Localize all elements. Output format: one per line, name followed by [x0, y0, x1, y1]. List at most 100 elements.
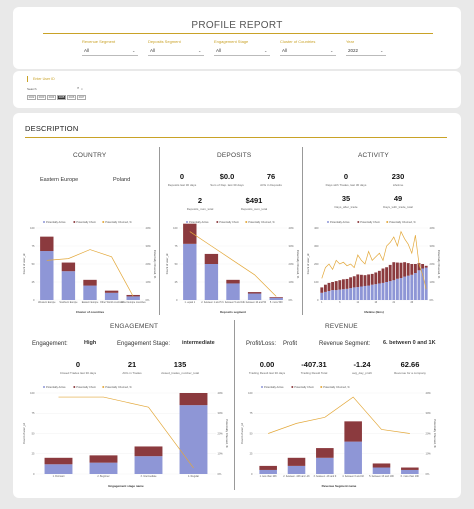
bar-active[interactable]	[183, 243, 197, 300]
search-icon[interactable]: ⌕	[77, 85, 80, 90]
bar-churn[interactable]	[269, 297, 283, 298]
year-button-2023[interactable]: 2023	[37, 95, 46, 100]
bar-active[interactable]	[395, 278, 399, 300]
bar-active[interactable]	[204, 264, 219, 300]
bar-churn[interactable]	[349, 277, 353, 289]
filter-dropdown-2[interactable]: All ⌄	[214, 47, 270, 56]
bar-active[interactable]	[388, 281, 392, 300]
bar-active[interactable]	[134, 456, 163, 474]
year-button-2026[interactable]: 2026	[67, 95, 76, 100]
bar-active[interactable]	[417, 270, 421, 300]
filter-dropdown-0[interactable]: All ⌄	[82, 47, 138, 56]
bar-active[interactable]	[401, 469, 419, 474]
bar-churn[interactable]	[421, 264, 425, 269]
bar-active[interactable]	[344, 441, 362, 474]
bar-churn[interactable]	[388, 264, 392, 282]
bar-churn[interactable]	[413, 264, 417, 273]
bar-churn[interactable]	[334, 281, 338, 291]
bar-active[interactable]	[323, 291, 327, 300]
bar-churn[interactable]	[323, 284, 327, 292]
bar-active[interactable]	[226, 283, 240, 300]
bar-churn[interactable]	[417, 263, 421, 271]
bar-churn[interactable]	[338, 280, 342, 290]
bar-active[interactable]	[372, 467, 391, 474]
bar-active[interactable]	[410, 274, 414, 300]
bar-churn[interactable]	[424, 265, 428, 268]
bar-active[interactable]	[399, 278, 403, 300]
bar-active[interactable]	[349, 288, 353, 300]
bar-churn[interactable]	[83, 279, 97, 286]
bar-churn[interactable]	[374, 272, 378, 285]
bar-active[interactable]	[40, 251, 54, 300]
bar-churn[interactable]	[134, 446, 163, 457]
year-button-2025[interactable]: 2025	[57, 95, 66, 100]
bar-churn[interactable]	[372, 463, 391, 468]
bar-active[interactable]	[89, 462, 118, 474]
clear-icon[interactable]: ×	[81, 87, 83, 91]
bar-active[interactable]	[385, 282, 389, 300]
bar-active[interactable]	[269, 297, 283, 300]
bar-churn[interactable]	[61, 262, 76, 272]
bar-active[interactable]	[370, 284, 374, 300]
bar-churn[interactable]	[395, 262, 399, 279]
bar-active[interactable]	[44, 464, 73, 474]
bar-churn[interactable]	[320, 287, 324, 293]
bar-churn[interactable]	[341, 279, 345, 290]
bar-churn[interactable]	[327, 282, 331, 291]
bar-active[interactable]	[406, 275, 410, 300]
bar-active[interactable]	[363, 285, 367, 300]
bar-active[interactable]	[367, 285, 371, 300]
bar-churn[interactable]	[44, 457, 73, 465]
bar-active[interactable]	[126, 296, 140, 300]
bar-active[interactable]	[247, 293, 262, 300]
bar-active[interactable]	[338, 289, 342, 300]
bar-churn[interactable]	[363, 275, 367, 286]
bar-churn[interactable]	[359, 274, 363, 287]
bar-churn[interactable]	[406, 263, 410, 276]
bar-active[interactable]	[104, 292, 119, 300]
bar-active[interactable]	[61, 271, 76, 300]
bar-churn[interactable]	[401, 467, 419, 470]
filter-dropdown-4[interactable]: 2022 ⌄	[346, 47, 386, 56]
bar-active[interactable]	[359, 286, 363, 301]
bar-churn[interactable]	[352, 276, 356, 288]
bar-churn[interactable]	[345, 278, 349, 289]
bar-churn[interactable]	[226, 279, 240, 284]
bar-churn[interactable]	[247, 292, 262, 294]
bar-active[interactable]	[381, 282, 385, 300]
bar-active[interactable]	[421, 268, 425, 301]
search-label[interactable]: Search	[27, 87, 37, 91]
bar-churn[interactable]	[399, 262, 403, 279]
bar-churn[interactable]	[385, 267, 389, 282]
bar-churn[interactable]	[316, 448, 334, 458]
bar-churn[interactable]	[410, 264, 414, 275]
bar-active[interactable]	[352, 287, 356, 300]
filter-dropdown-3[interactable]: All ⌄	[280, 47, 336, 56]
bar-active[interactable]	[331, 290, 335, 300]
year-button-2022[interactable]: 2022	[27, 95, 36, 100]
bar-churn[interactable]	[179, 393, 208, 406]
bar-churn[interactable]	[287, 457, 306, 466]
bar-churn[interactable]	[403, 262, 407, 277]
year-button-2027[interactable]: 2027	[77, 95, 86, 100]
bar-active[interactable]	[320, 292, 324, 300]
bar-active[interactable]	[374, 284, 378, 300]
filter-dropdown-1[interactable]: All ⌄	[148, 47, 204, 56]
bar-active[interactable]	[413, 273, 417, 300]
bar-churn[interactable]	[204, 253, 219, 264]
bar-active[interactable]	[403, 276, 407, 300]
bar-churn[interactable]	[370, 273, 374, 285]
bar-active[interactable]	[345, 288, 349, 300]
bar-active[interactable]	[179, 405, 208, 474]
bar-churn[interactable]	[183, 223, 197, 244]
bar-active[interactable]	[424, 267, 428, 300]
bar-active[interactable]	[316, 457, 334, 474]
bar-churn[interactable]	[377, 270, 381, 284]
bar-churn[interactable]	[367, 274, 371, 286]
bar-active[interactable]	[356, 287, 360, 300]
bar-active[interactable]	[327, 291, 331, 300]
bar-churn[interactable]	[331, 282, 335, 291]
bar-churn[interactable]	[104, 290, 119, 293]
bar-active[interactable]	[334, 290, 338, 300]
bar-churn[interactable]	[259, 465, 277, 470]
